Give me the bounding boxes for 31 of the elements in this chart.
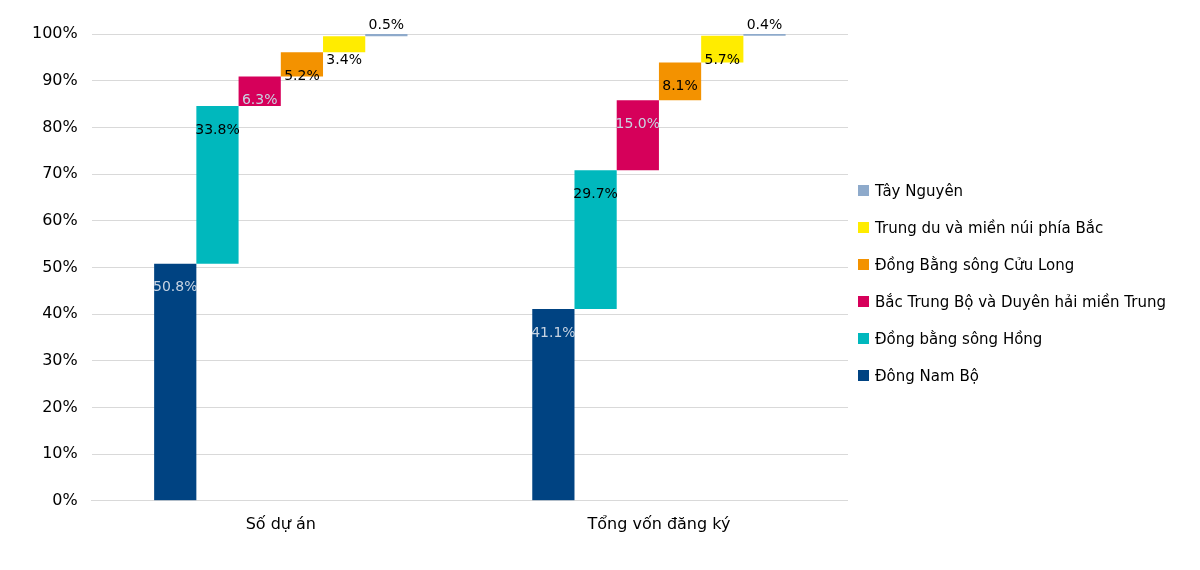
y-tick-label: 0%: [52, 489, 78, 509]
y-tick-label: 70%: [42, 163, 78, 183]
legend-label: Đông Nam Bộ: [875, 366, 979, 385]
y-tick-label: 30%: [42, 349, 78, 369]
y-tick-label: 20%: [42, 396, 78, 416]
legend-label: Tây Nguyên: [875, 181, 964, 200]
legend-label: Trung du và miền núi phía Bắc: [875, 218, 1104, 237]
y-tick-label: 90%: [42, 69, 78, 89]
data-label: 33.8%: [195, 120, 240, 137]
y-tick-label: 60%: [42, 209, 78, 229]
data-label: 5.7%: [704, 50, 741, 67]
y-tick-label: 50%: [42, 256, 78, 276]
y-tick-label: 100%: [31, 23, 78, 43]
x-tick-label: Số dự án: [245, 513, 316, 533]
bar: [154, 263, 197, 501]
y-tick-label: 10%: [42, 443, 78, 463]
bar: [323, 36, 366, 53]
y-tick-label: 40%: [42, 303, 78, 323]
bar: [574, 170, 617, 309]
data-label: 8.1%: [662, 77, 698, 94]
legend-label: Đồng Bằng sông Cửu Long: [875, 255, 1075, 274]
data-label: 3.4%: [326, 50, 362, 67]
data-label: 0.4%: [746, 15, 783, 32]
data-label: 6.3%: [241, 91, 278, 108]
bar: [196, 105, 239, 264]
legend-label: Đồng bằng sông Hồng: [875, 329, 1043, 348]
x-tick-label: Tổng vốn đăng ký: [586, 513, 731, 533]
legend-label: Bắc Trung Bộ và Duyên hải miền Trung: [875, 292, 1167, 311]
data-label: 0.5%: [368, 15, 405, 32]
y-tick-label: 80%: [42, 116, 78, 136]
bar: [532, 308, 575, 501]
